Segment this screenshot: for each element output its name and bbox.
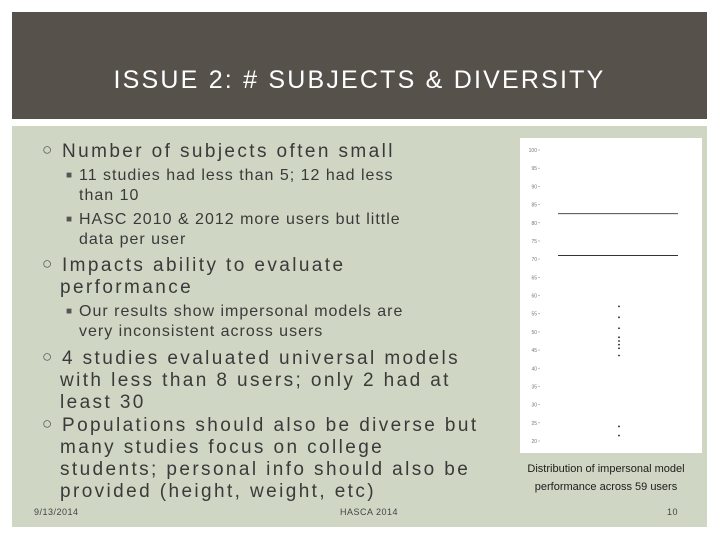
footer-center: HASCA 2014 [340,507,399,517]
title-bar: ISSUE 2: # SUBJECTS & DIVERSITY [12,12,707,119]
y-tick-label: 40 [531,366,537,372]
bullet-3c: least 30 [60,392,146,413]
y-tick-label: 70 [531,257,537,263]
y-tick-label: 100 [529,148,538,154]
bullet-circle-icon: ○ [42,254,53,273]
y-tick-label: 75 [531,239,537,245]
chart-caption: Distribution of impersonal model perform… [506,460,706,496]
bullet-4d: provided (height, weight, etc) [60,481,376,502]
data-point [618,434,620,437]
bullet-4b: many studies focus on college [60,437,385,458]
y-tick-label: 25 [531,421,537,427]
page-number: 10 [667,507,679,517]
bullet-2b: performance [60,277,194,298]
chart-svg: 100 95 90 85 80 75 70 65 60 55 50 45 40 35 30 25 20 [529,148,678,445]
bullet-circle-icon: ○ [42,414,53,433]
bullet-2-1a: Our results show impersonal models are [79,303,404,320]
square-bullet-icon: ■ [66,170,73,181]
y-tick-label: 90 [531,184,537,190]
square-bullet-icon: ■ [66,306,73,317]
performance-chart: 100 95 90 85 80 75 70 65 60 55 50 45 40 35 30 25 20 [520,138,702,453]
y-tick-label: 60 [531,294,537,300]
bullet-3b: with less than 8 users; only 2 had at [60,370,451,391]
y-tick-label: 65 [531,275,537,281]
bullet-4c: students; personal info should also be [60,459,471,480]
data-point [618,327,620,330]
bullet-1-1a: 11 studies had less than 5; 12 had less [79,167,394,184]
y-tick-label: 55 [531,312,537,318]
y-tick-label: 35 [531,384,537,390]
data-point [618,343,620,346]
bullet-3a: 4 studies evaluated universal models [62,348,460,369]
bullet-1-2b: data per user [79,231,187,248]
bullet-1: Number of subjects often small [62,141,395,162]
bullet-4a: Populations should also be diverse but [62,415,479,436]
bullet-circle-icon: ○ [42,347,53,366]
data-point [618,305,620,308]
data-point [618,336,620,339]
y-tick-label: 45 [531,348,537,354]
slide-title: ISSUE 2: # SUBJECTS & DIVERSITY [113,66,606,94]
data-point [618,354,620,357]
y-tick-label: 85 [531,203,537,209]
footer-date: 9/13/2014 [34,507,79,517]
y-tick-label: 20 [531,439,537,445]
y-tick-label: 30 [531,403,537,409]
bullet-1-2a: HASC 2010 & 2012 more users but little [79,211,401,228]
data-point [618,425,620,428]
square-bullet-icon: ■ [66,214,73,225]
data-point [618,340,620,342]
bullet-2a: Impacts ability to evaluate [62,255,346,276]
bullet-1-1b: than 10 [79,187,140,204]
data-point [618,347,620,350]
y-tick-label: 50 [531,330,537,336]
y-tick-label: 80 [531,221,537,227]
caption-line-2: performance across 59 users [534,481,678,493]
data-point [618,316,620,319]
caption-line-1: Distribution of impersonal model [527,463,685,475]
bullet-2-1b: very inconsistent across users [79,323,324,340]
bullet-circle-icon: ○ [42,140,53,159]
y-tick-label: 95 [531,166,537,172]
